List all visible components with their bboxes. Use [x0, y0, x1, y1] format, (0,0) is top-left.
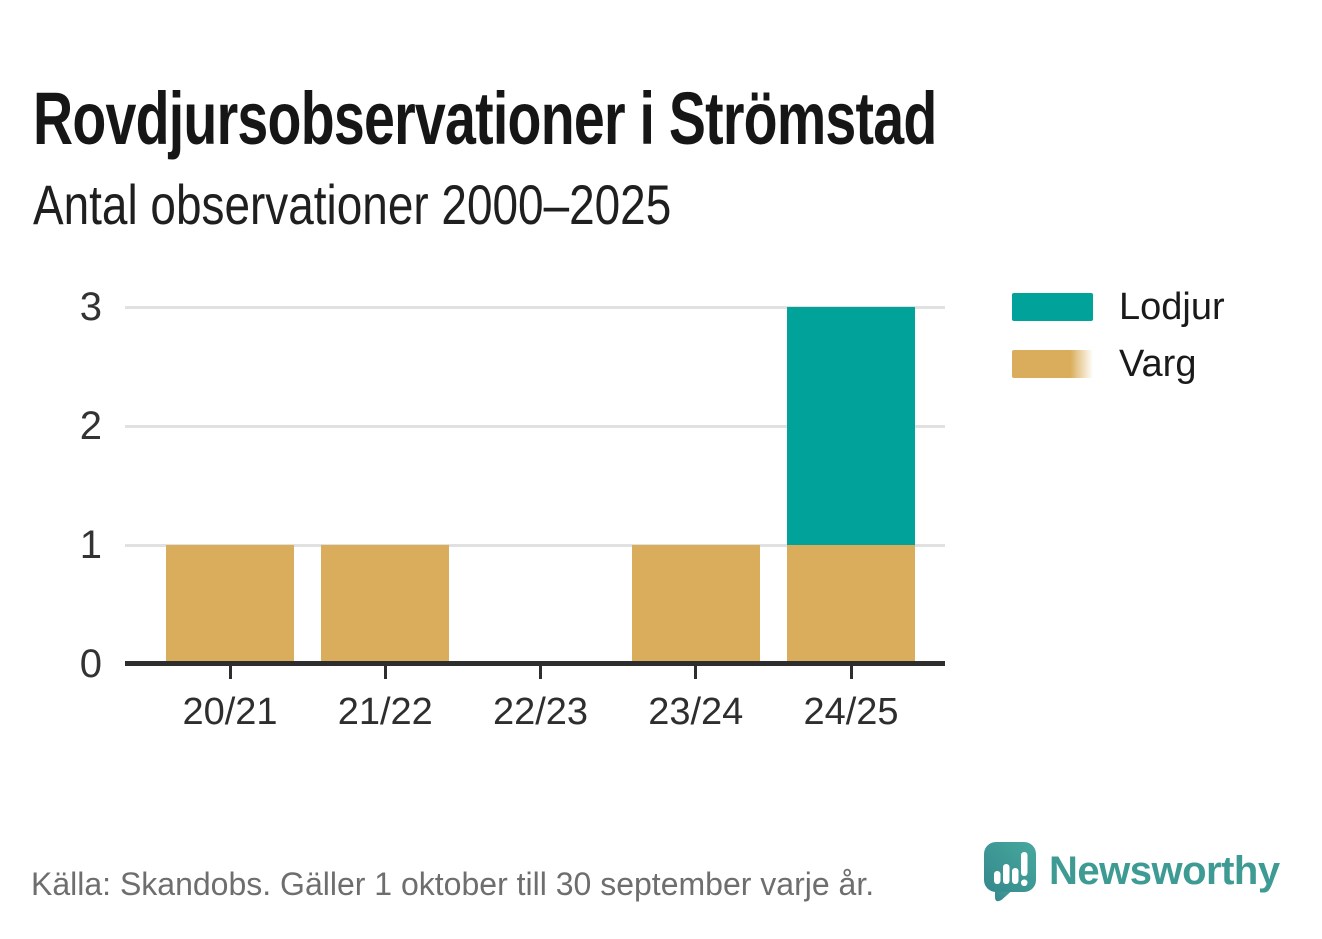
newsworthy-logo: Newsworthy: [984, 842, 1280, 904]
y-axis-label-3: 3: [79, 285, 102, 329]
gridline-2: [125, 425, 945, 428]
x-axis-label-20-21: 20/21: [182, 691, 278, 733]
bar-segment-24-25-varg: [787, 545, 915, 664]
legend-item-varg: Varg: [1012, 343, 1225, 385]
chart-title: Rovdjursobservationer i Strömstad: [33, 76, 937, 160]
legend: Lodjur Varg: [1012, 286, 1225, 385]
legend-label-varg: Varg: [1119, 343, 1197, 385]
x-axis-tick-21-22: [383, 666, 387, 679]
y-axis-label-0: 0: [79, 642, 102, 686]
y-axis-label-2: 2: [79, 404, 102, 448]
x-axis-label-24-25: 24/25: [803, 691, 899, 733]
newsworthy-logo-icon: [984, 842, 1036, 902]
gridline-3: [125, 306, 945, 309]
legend-swatch-lodjur: [1012, 293, 1093, 321]
legend-item-lodjur: Lodjur: [1012, 286, 1225, 328]
bar-segment-20-21-varg: [166, 545, 294, 664]
y-axis-label-1: 1: [79, 523, 102, 567]
bar-segment-24-25-lodjur: [787, 307, 915, 545]
bar-segment-23-24-varg: [631, 545, 760, 664]
x-axis-label-23-24: 23/24: [648, 691, 744, 733]
x-axis-label-21-22: 21/22: [337, 691, 433, 733]
x-axis-tick-24-25: [849, 666, 853, 679]
legend-label-lodjur: Lodjur: [1119, 286, 1225, 328]
newsworthy-logo-text: Newsworthy: [1049, 849, 1280, 893]
bar-segment-21-22-varg: [321, 545, 450, 664]
chart-subtitle: Antal observationer 2000–2025: [33, 173, 672, 236]
x-axis-line: [125, 661, 945, 666]
x-axis-tick-22-23: [539, 666, 542, 679]
x-axis-label-22-23: 22/23: [492, 691, 589, 733]
source-note: Källa: Skandobs. Gäller 1 oktober till 3…: [31, 866, 875, 902]
x-axis-tick-20-21: [228, 666, 232, 679]
gridline-1: [125, 544, 945, 547]
legend-swatch-varg: [1012, 350, 1093, 378]
x-axis-tick-23-24: [694, 666, 698, 679]
